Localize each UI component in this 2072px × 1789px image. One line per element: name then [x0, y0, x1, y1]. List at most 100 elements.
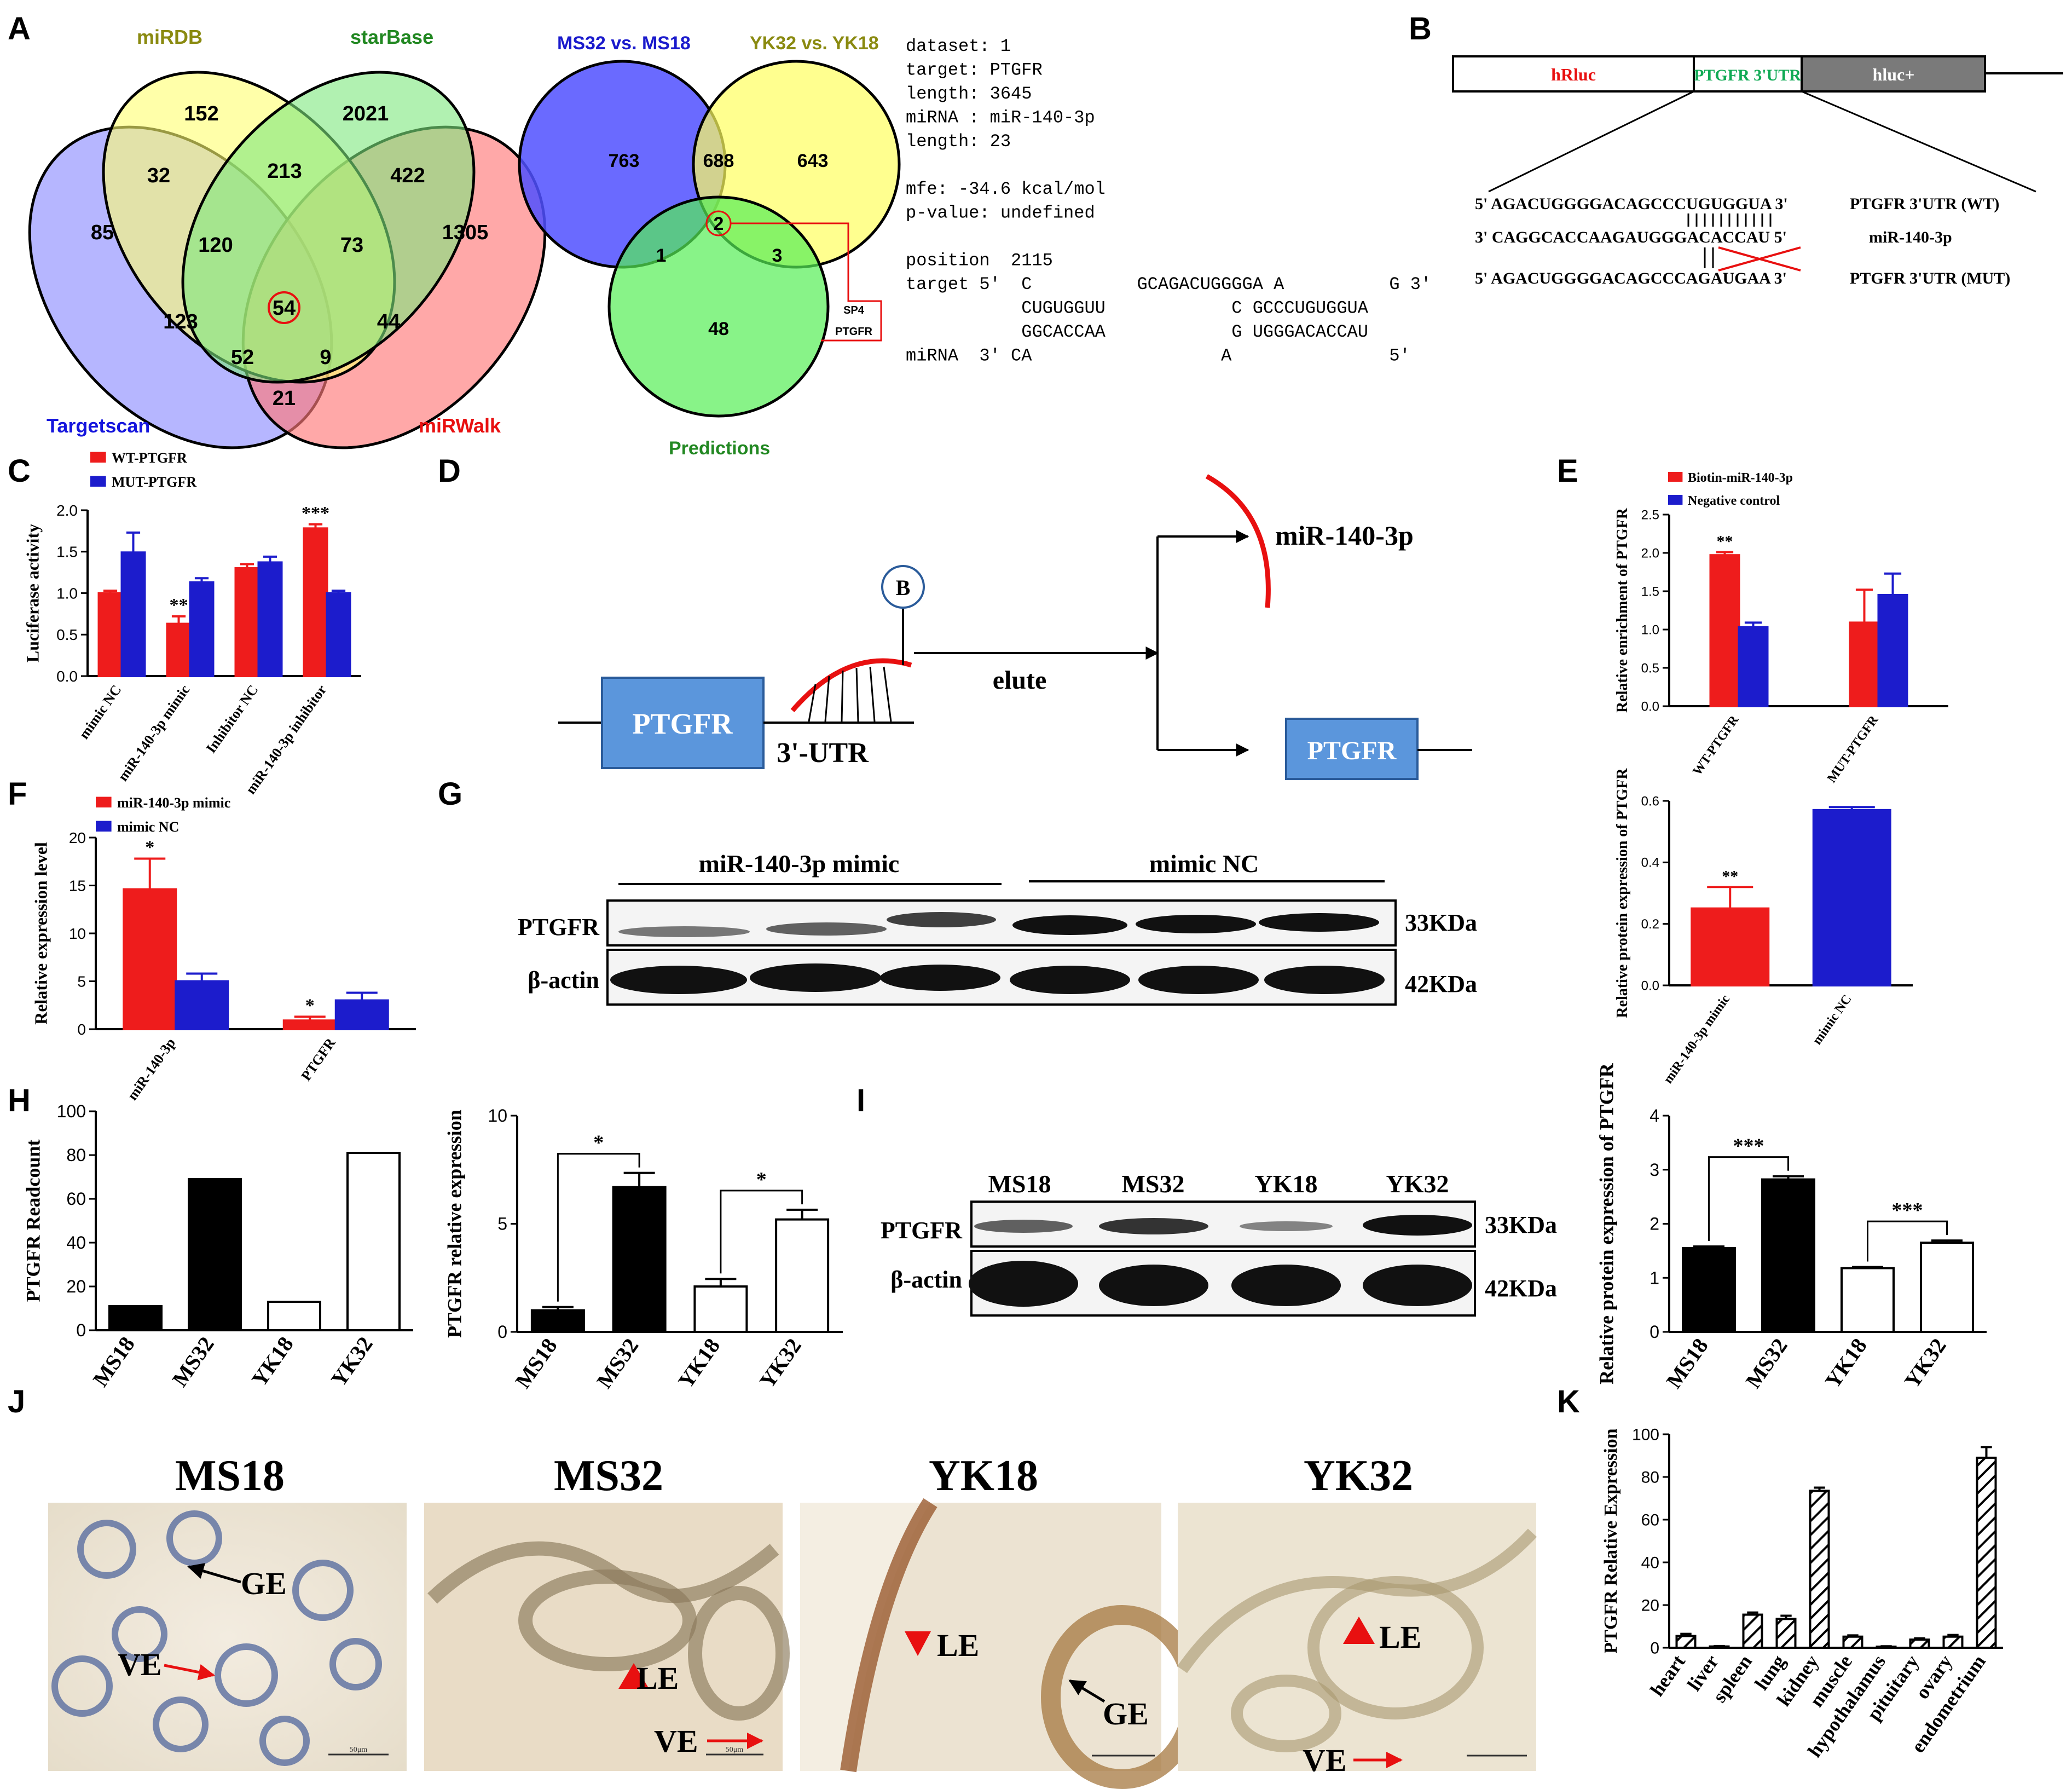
category-label: miR-140-3p mimic	[115, 682, 193, 784]
scale-bar-label: 50μm	[350, 1746, 368, 1754]
y-tick-label: 60	[66, 1189, 86, 1209]
venn3-label-yk: YK32 vs. YK18	[750, 33, 879, 54]
category-label: MS18	[88, 1332, 140, 1391]
panel-label-j: J	[8, 1384, 25, 1419]
venn3-count: 3	[772, 245, 783, 266]
wb-i-size-ptgfr: 33KDa	[1485, 1211, 1557, 1238]
bar	[1849, 621, 1880, 708]
ihc-title: MS32	[554, 1452, 663, 1500]
bar	[175, 980, 229, 1030]
hrluc-box	[1452, 55, 1695, 93]
ihc-label: GE	[1103, 1696, 1149, 1732]
bar	[1761, 1178, 1815, 1333]
wb-g-group1-label: miR-140-3p mimic	[699, 850, 900, 878]
legend-label: MUT-PTGFR	[112, 474, 196, 490]
venn4-count: 422	[390, 164, 425, 187]
y-axis-label: PTGFR Readcount	[22, 1139, 44, 1302]
venn4-count: 32	[147, 164, 170, 187]
panel-label-c: C	[8, 453, 31, 489]
bar	[303, 527, 328, 678]
scale-bar-label: 50μm	[726, 1746, 744, 1754]
western-blot-g: miR-140-3p mimic mimic NC PTGFR β-actin …	[518, 850, 1477, 1006]
category-label: heart	[1646, 1651, 1689, 1700]
venn4-highlight-circle	[268, 291, 300, 324]
bar	[166, 622, 192, 678]
panel-label-a: A	[8, 11, 31, 47]
significance-bracket	[1867, 1220, 1948, 1262]
venn3-count: 643	[797, 151, 829, 171]
y-tick-label: 0.6	[1641, 794, 1659, 809]
category-label: YK18	[1820, 1334, 1872, 1393]
category-label: YK32	[1900, 1334, 1951, 1393]
y-tick-label: 0.2	[1641, 917, 1659, 932]
rnahybrid-line: miRNA : miR-140-3p	[906, 108, 1095, 128]
rnahybrid-line: miRNA 3' CA A 5'	[906, 346, 1410, 366]
ihc-label: VE	[118, 1647, 162, 1682]
rnahybrid-line: mfe: -34.6 kcal/mol	[906, 179, 1106, 199]
ihc-label: VE	[1303, 1742, 1347, 1778]
rnahybrid-line: CUGUGGUU C GCCCUGUGGUA	[906, 298, 1369, 319]
y-tick-label: 4	[1650, 1106, 1659, 1126]
wb-i-lane: YK32	[1386, 1170, 1449, 1198]
venn4-count: 73	[340, 234, 363, 257]
venn4-label-mirwalk: miRWalk	[419, 414, 501, 437]
legend-label: WT-PTGFR	[112, 450, 187, 466]
panel-label-i: I	[856, 1083, 865, 1118]
venn4-count: 213	[267, 160, 302, 183]
rnahybrid-line: p-value: undefined	[906, 203, 1095, 223]
y-axis-label: Luciferase activity	[22, 524, 42, 662]
venn4-count: 1305	[442, 221, 489, 244]
ptgfr-gene-box	[601, 677, 765, 769]
venn3-label-predictions: Predictions	[669, 438, 770, 459]
legend-label: Biotin-miR-140-3p	[1688, 471, 1793, 485]
wb-i-row-actin: β-actin	[890, 1266, 962, 1293]
bar	[1920, 1242, 1974, 1333]
y-tick-label: 0	[1650, 1640, 1659, 1658]
wt-sequence: 5' AGACUGGGGACAGCCCUGUGGUA 3'	[1475, 195, 1788, 213]
significance-label: *	[593, 1132, 604, 1155]
wb-i-row-ptgfr: PTGFR	[881, 1217, 963, 1244]
pulldown-schematic: PTGFR B 3'-UTR elute miR-140-3p PTGFR	[558, 474, 1472, 780]
bar	[1742, 1613, 1763, 1649]
bar	[120, 551, 146, 678]
venn4-count: 123	[163, 310, 198, 333]
y-tick-label: 60	[1641, 1511, 1659, 1530]
venn4-count: 85	[91, 221, 114, 244]
venn4-label-starbase: starBase	[350, 26, 433, 48]
bar	[1709, 554, 1740, 707]
legend-swatch	[90, 452, 106, 463]
rnahybrid-line: position 2115	[906, 251, 1053, 271]
category-label: MS32	[1741, 1334, 1792, 1393]
panel-label-k: K	[1557, 1384, 1580, 1419]
bar	[326, 592, 351, 677]
y-tick-label: 2.5	[1641, 507, 1659, 522]
wb-g-row-ptgfr: PTGFR	[518, 914, 600, 940]
chart-i-quant: 0 1 2 3 4 Relative protein expression of PTGF…	[1596, 1063, 1987, 1393]
significance-label: *	[305, 995, 315, 1015]
y-tick-label: 20	[69, 829, 86, 846]
rnahybrid-line: GGCACCAA G UGGGACACCAU	[906, 322, 1368, 342]
category-label: YK32	[326, 1332, 378, 1391]
legend-swatch	[1668, 495, 1683, 505]
y-tick-label: 2.0	[56, 502, 78, 519]
venn3-count: 2	[714, 213, 724, 234]
y-tick-label: 1.5	[56, 544, 78, 561]
hluc-label: hluc+	[1873, 65, 1915, 84]
ihc-label: LE	[1379, 1619, 1421, 1655]
chart-h-readcount: 0 20 40 60 80 100 PTGFR Readcount MS18 MS32 YK18 Y…	[22, 1101, 413, 1391]
category-label: YK18	[247, 1332, 298, 1391]
rnahybrid-line: dataset: 1	[906, 36, 1011, 56]
bar	[1942, 1635, 1964, 1649]
significance-label: **	[170, 595, 188, 615]
y-tick-label: 10	[69, 925, 86, 942]
bar	[234, 567, 260, 678]
mirna-strand	[790, 658, 912, 712]
panel-label-b: B	[1409, 11, 1432, 47]
significance-label: *	[756, 1168, 767, 1191]
significance-label: **	[1722, 867, 1738, 885]
wb-g-row-actin: β-actin	[528, 967, 599, 994]
elute-label: elute	[993, 666, 1047, 695]
y-tick-label: 0	[1650, 1322, 1659, 1342]
y-tick-label: 0	[76, 1320, 86, 1340]
